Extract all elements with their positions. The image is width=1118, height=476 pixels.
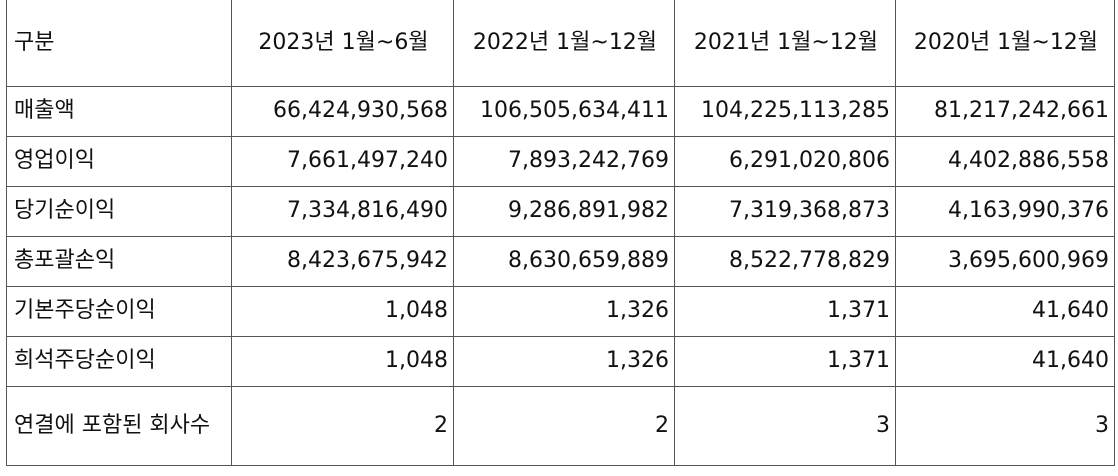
table-cell: 106,505,634,411 (453, 86, 675, 137)
row-label-operating-income: 영업이익 (6, 136, 232, 187)
table-cell: 3 (674, 386, 896, 466)
table-cell: 2 (453, 386, 675, 466)
row-label-consolidated-companies: 연결에 포함된 회사수 (6, 386, 232, 466)
table-cell: 3,695,600,969 (895, 236, 1115, 287)
row-label-net-income: 당기순이익 (6, 186, 232, 237)
row-label-comprehensive-income: 총포괄손익 (6, 236, 232, 287)
header-period-2020: 2020년 1월~12월 (895, 0, 1115, 87)
table-cell: 4,402,886,558 (895, 136, 1115, 187)
row-label-revenue: 매출액 (6, 86, 232, 137)
table-cell: 7,661,497,240 (231, 136, 454, 187)
table-cell: 6,291,020,806 (674, 136, 896, 187)
table-cell: 66,424,930,568 (231, 86, 454, 137)
table-cell: 1,371 (674, 286, 896, 337)
table-cell: 1,048 (231, 336, 454, 387)
table-cell: 81,217,242,661 (895, 86, 1115, 137)
table-cell: 9,286,891,982 (453, 186, 675, 237)
header-period-2021: 2021년 1월~12월 (674, 0, 896, 87)
table-cell: 4,163,990,376 (895, 186, 1115, 237)
table-cell: 1,048 (231, 286, 454, 337)
table-cell: 8,630,659,889 (453, 236, 675, 287)
table-cell: 3 (895, 386, 1115, 466)
table-cell: 7,893,242,769 (453, 136, 675, 187)
table-cell: 1,326 (453, 336, 675, 387)
table-row: 기본주당순이익 1,048 1,326 1,371 41,640 (6, 286, 1115, 337)
table-cell: 7,319,368,873 (674, 186, 896, 237)
table-row: 연결에 포함된 회사수 2 2 3 3 (6, 386, 1115, 466)
header-period-2023: 2023년 1월~6월 (231, 0, 454, 87)
table-row: 희석주당순이익 1,048 1,326 1,371 41,640 (6, 336, 1115, 387)
header-category: 구분 (6, 0, 232, 87)
table-header-row: 구분 2023년 1월~6월 2022년 1월~12월 2021년 1월~12월… (6, 0, 1115, 87)
financial-summary-table: 구분 2023년 1월~6월 2022년 1월~12월 2021년 1월~12월… (6, 0, 1115, 466)
table-cell: 104,225,113,285 (674, 86, 896, 137)
table-cell: 7,334,816,490 (231, 186, 454, 237)
table-row: 영업이익 7,661,497,240 7,893,242,769 6,291,0… (6, 136, 1115, 187)
table-row: 당기순이익 7,334,816,490 9,286,891,982 7,319,… (6, 186, 1115, 237)
table-row: 매출액 66,424,930,568 106,505,634,411 104,2… (6, 86, 1115, 137)
table-cell: 2 (231, 386, 454, 466)
table-cell: 1,326 (453, 286, 675, 337)
row-label-basic-eps: 기본주당순이익 (6, 286, 232, 337)
table-row: 총포괄손익 8,423,675,942 8,630,659,889 8,522,… (6, 236, 1115, 287)
header-period-2022: 2022년 1월~12월 (453, 0, 675, 87)
table-cell: 8,522,778,829 (674, 236, 896, 287)
row-label-diluted-eps: 희석주당순이익 (6, 336, 232, 387)
table-cell: 41,640 (895, 286, 1115, 337)
table-cell: 41,640 (895, 336, 1115, 387)
table-cell: 8,423,675,942 (231, 236, 454, 287)
table-cell: 1,371 (674, 336, 896, 387)
